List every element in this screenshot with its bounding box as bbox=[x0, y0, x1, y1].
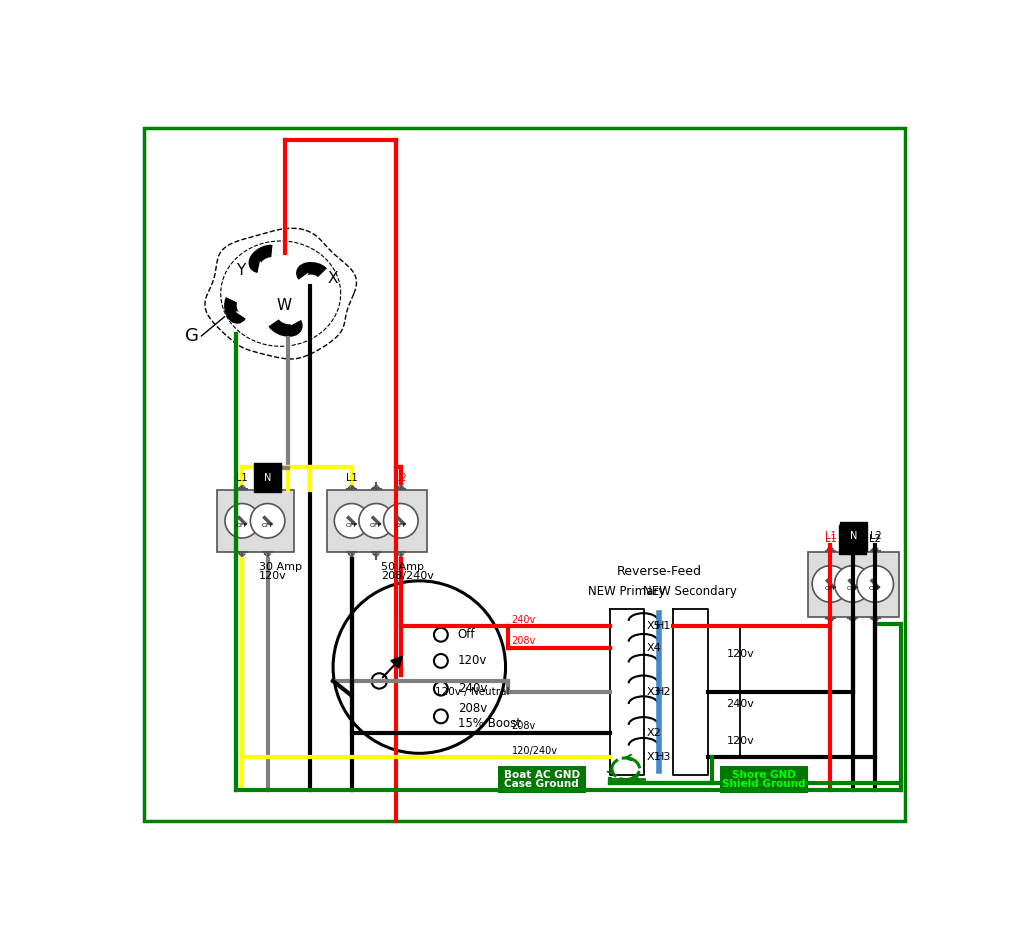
Text: NEW Primary: NEW Primary bbox=[588, 586, 666, 598]
Text: 240v: 240v bbox=[726, 700, 755, 709]
Text: L1: L1 bbox=[824, 531, 837, 541]
Text: 208/240v: 208/240v bbox=[381, 571, 434, 581]
Text: OFF: OFF bbox=[824, 586, 837, 591]
FancyBboxPatch shape bbox=[327, 490, 427, 551]
Text: 120v: 120v bbox=[726, 736, 755, 747]
Text: 120v: 120v bbox=[458, 654, 487, 668]
Text: Off: Off bbox=[458, 628, 475, 641]
Circle shape bbox=[835, 565, 871, 602]
Text: OFF: OFF bbox=[370, 523, 382, 528]
Text: OFF: OFF bbox=[847, 586, 859, 591]
Text: N: N bbox=[850, 531, 857, 541]
Circle shape bbox=[359, 503, 393, 538]
Text: X3: X3 bbox=[646, 686, 662, 697]
Text: 208v: 208v bbox=[512, 637, 536, 646]
Text: Y: Y bbox=[237, 263, 246, 278]
Text: L2: L2 bbox=[395, 472, 407, 483]
Text: Boat AC GND: Boat AC GND bbox=[504, 770, 580, 780]
Circle shape bbox=[251, 503, 285, 538]
Text: H3: H3 bbox=[655, 752, 671, 762]
Text: 120/240v: 120/240v bbox=[512, 746, 558, 756]
Text: L2: L2 bbox=[870, 531, 882, 541]
Text: Shield Ground: Shield Ground bbox=[722, 779, 805, 789]
Circle shape bbox=[384, 503, 418, 538]
Circle shape bbox=[434, 628, 447, 641]
Text: 30 Amp: 30 Amp bbox=[259, 562, 302, 572]
Text: 50 Amp: 50 Amp bbox=[381, 562, 424, 572]
Text: 208v: 208v bbox=[512, 721, 536, 731]
Text: Shore GND: Shore GND bbox=[731, 770, 796, 780]
Text: W: W bbox=[278, 298, 292, 313]
Text: OFF: OFF bbox=[345, 523, 357, 528]
Text: L1: L1 bbox=[346, 472, 357, 483]
Text: 120v: 120v bbox=[259, 571, 287, 581]
Text: X: X bbox=[328, 270, 338, 285]
Text: G: G bbox=[185, 327, 199, 345]
Circle shape bbox=[812, 565, 849, 602]
Text: L1: L1 bbox=[824, 534, 837, 545]
Circle shape bbox=[372, 673, 387, 688]
FancyBboxPatch shape bbox=[498, 765, 587, 793]
Text: X2: X2 bbox=[646, 728, 662, 737]
Text: OFF: OFF bbox=[869, 586, 882, 591]
Text: NEW Secondary: NEW Secondary bbox=[643, 586, 737, 598]
Circle shape bbox=[434, 710, 447, 723]
Text: Reverse-Feed: Reverse-Feed bbox=[616, 564, 701, 577]
Text: OFF: OFF bbox=[261, 523, 273, 528]
Text: H1: H1 bbox=[655, 622, 671, 631]
Circle shape bbox=[334, 503, 369, 538]
Text: 120v: 120v bbox=[726, 649, 755, 659]
Circle shape bbox=[225, 503, 259, 538]
Text: X4: X4 bbox=[646, 643, 662, 653]
FancyBboxPatch shape bbox=[217, 490, 294, 551]
Text: OFF: OFF bbox=[237, 523, 249, 528]
Text: 240v: 240v bbox=[512, 615, 536, 624]
Text: N: N bbox=[849, 534, 856, 545]
Text: L1: L1 bbox=[237, 472, 248, 483]
Text: X1: X1 bbox=[646, 752, 662, 762]
Circle shape bbox=[434, 682, 447, 696]
Text: N: N bbox=[264, 472, 271, 483]
FancyBboxPatch shape bbox=[720, 765, 808, 793]
Circle shape bbox=[857, 565, 894, 602]
Circle shape bbox=[434, 654, 447, 668]
Text: 208v
15% Boost: 208v 15% Boost bbox=[458, 702, 521, 731]
Text: 240v: 240v bbox=[458, 682, 487, 695]
Text: OFF: OFF bbox=[394, 523, 407, 528]
Text: X5: X5 bbox=[646, 622, 662, 631]
Text: L2: L2 bbox=[869, 534, 881, 545]
Text: Case Ground: Case Ground bbox=[505, 779, 580, 789]
FancyBboxPatch shape bbox=[808, 551, 899, 617]
Text: 120v / Neutral: 120v / Neutral bbox=[435, 686, 509, 697]
Text: H2: H2 bbox=[655, 686, 671, 697]
